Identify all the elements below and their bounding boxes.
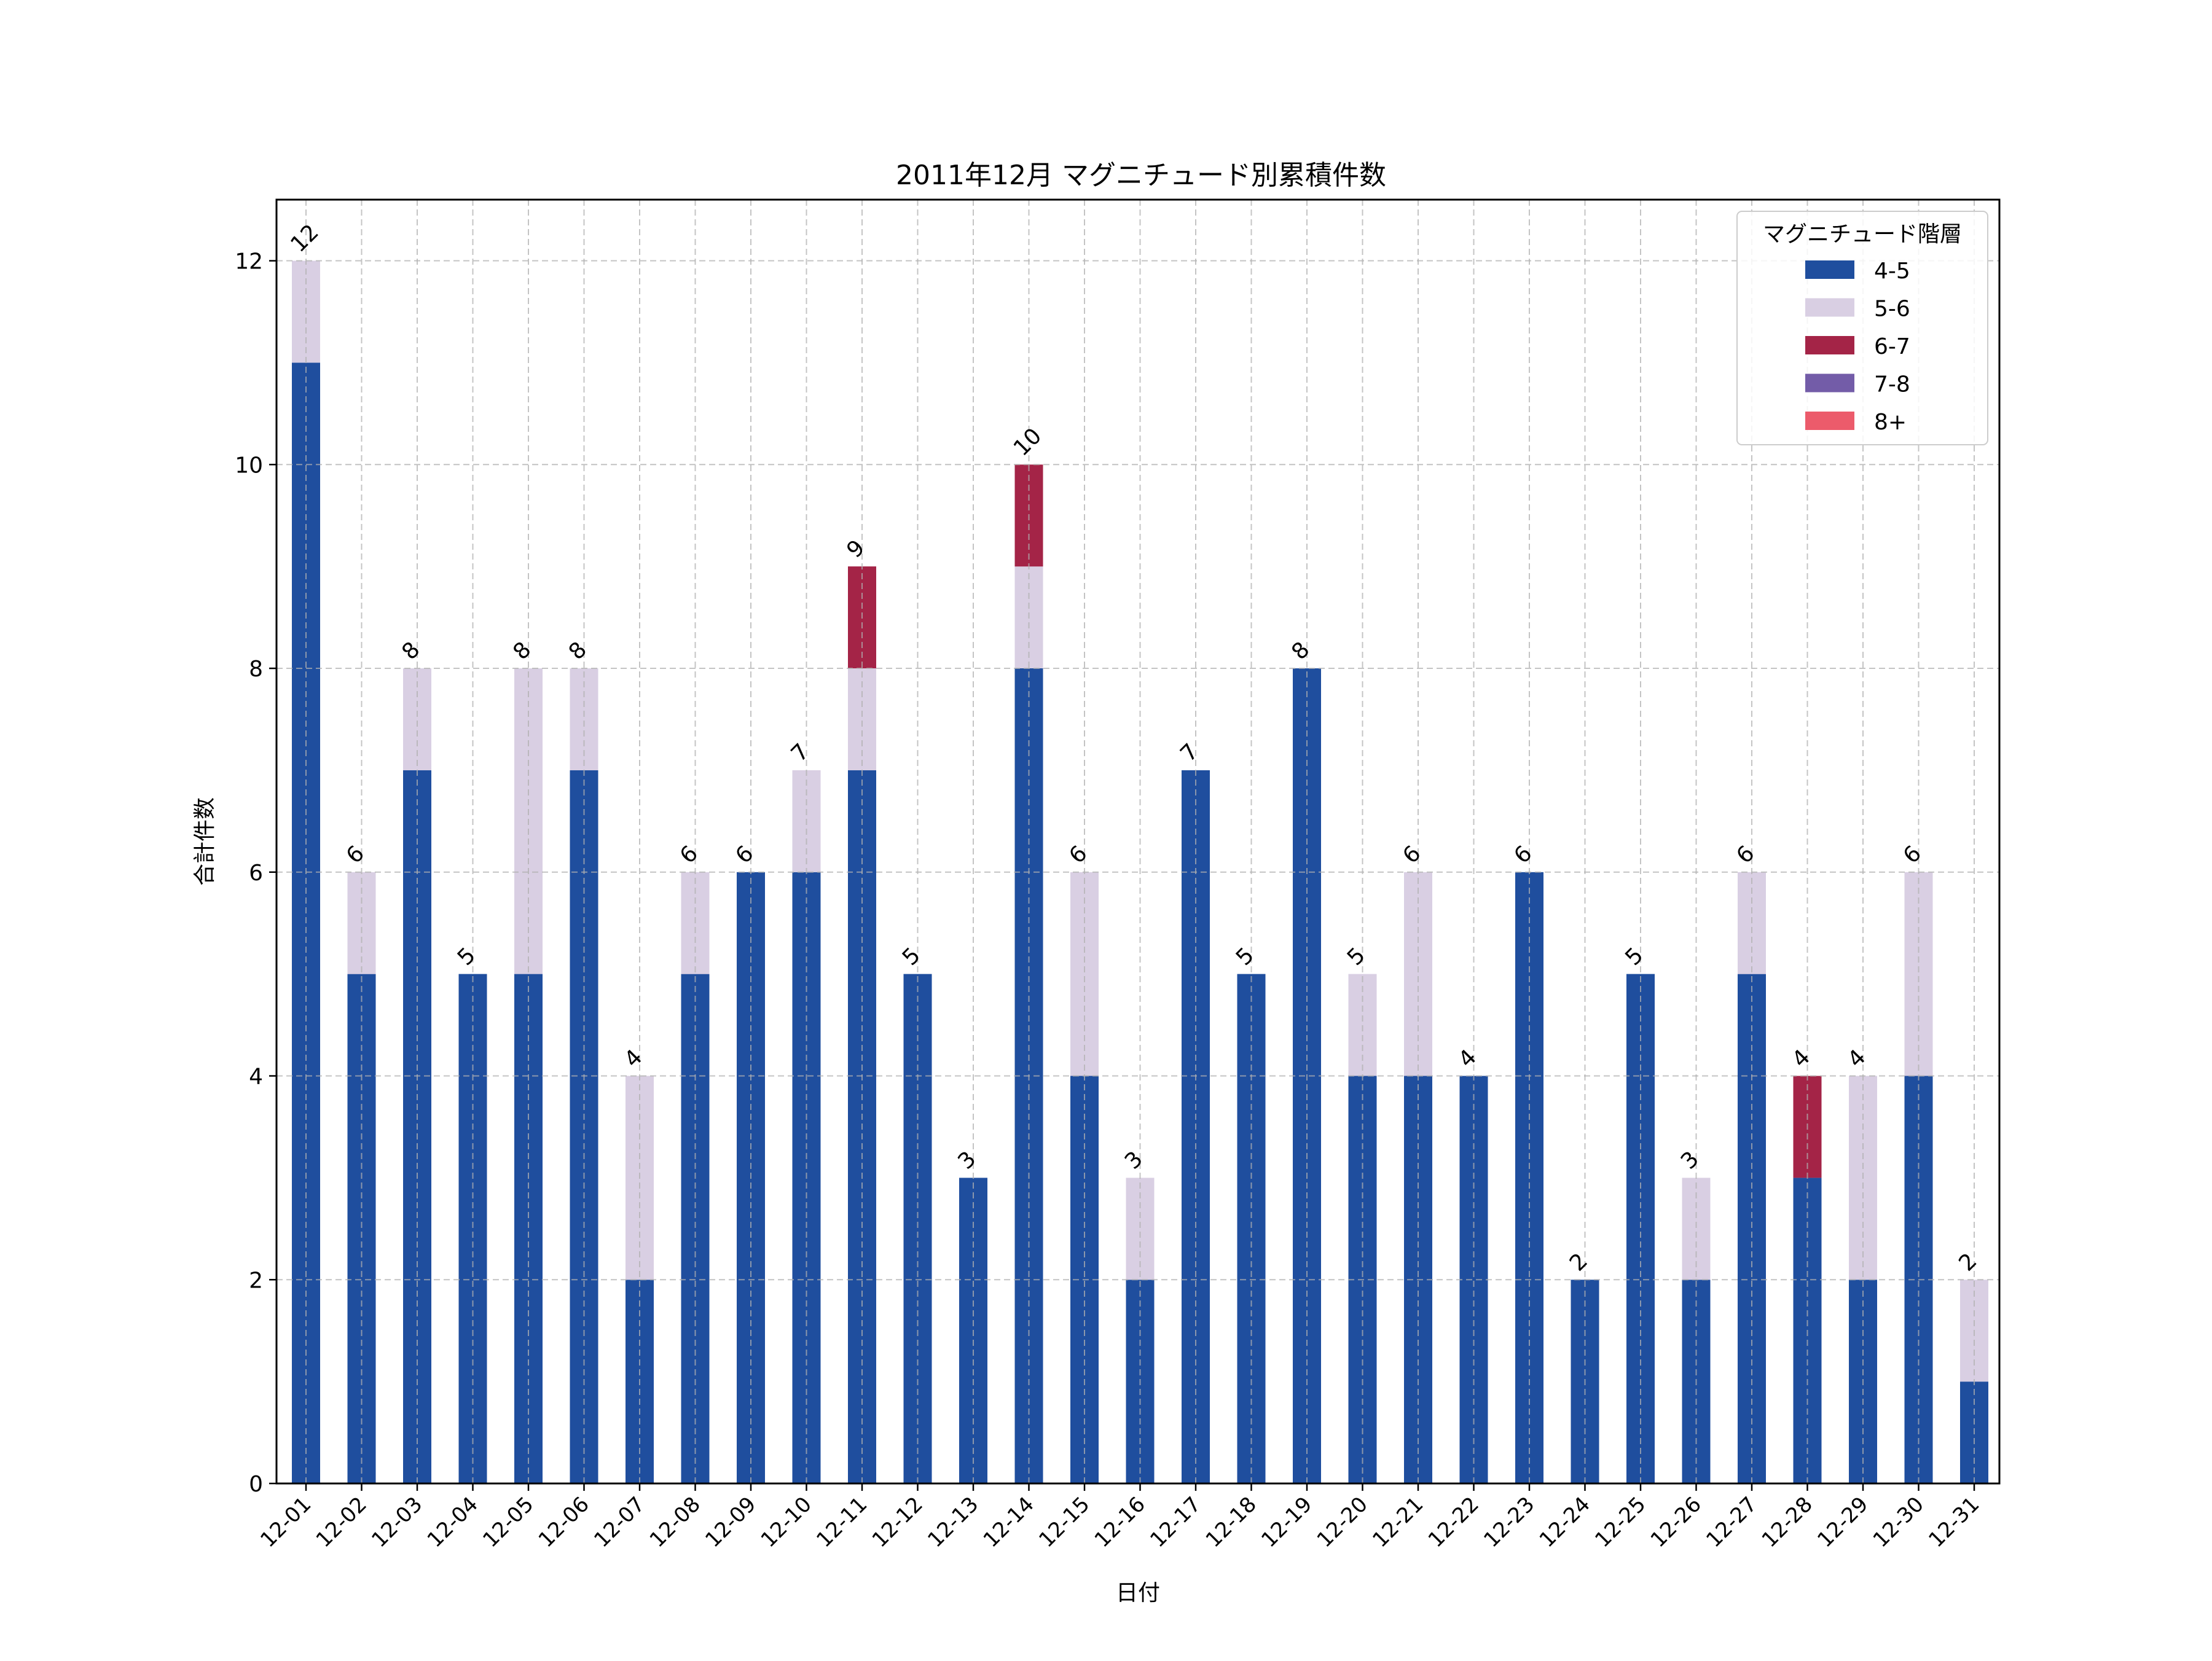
x-tick-label-12-23: 12-23	[1479, 1492, 1539, 1552]
total-label-12-04: 5	[453, 943, 480, 971]
total-label-12-19: 8	[1287, 637, 1314, 665]
total-label-12-27: 6	[1732, 841, 1759, 869]
x-tick-label-12-22: 12-22	[1424, 1492, 1484, 1552]
x-tick-label-12-19: 12-19	[1257, 1492, 1317, 1552]
legend-box	[1736, 211, 1988, 445]
legend-swatch-4	[1805, 412, 1854, 430]
y-tick-label-1: 2	[249, 1268, 263, 1293]
bar-12-30-series-1	[1904, 872, 1933, 1076]
x-axis: 12-0112-0212-0312-0412-0512-0612-0712-08…	[256, 1483, 1984, 1552]
total-label-12-10: 7	[786, 739, 814, 767]
total-label-12-07: 4	[619, 1045, 647, 1073]
x-tick-label-12-08: 12-08	[645, 1492, 705, 1552]
total-label-12-26: 3	[1676, 1147, 1704, 1174]
x-tick-label-12-17: 12-17	[1145, 1492, 1206, 1552]
total-label-12-08: 6	[675, 841, 703, 869]
y-tick-label-2: 4	[249, 1065, 263, 1090]
legend-swatch-1	[1805, 298, 1854, 317]
x-tick-label-12-02: 12-02	[312, 1492, 372, 1552]
x-tick-label-12-30: 12-30	[1869, 1492, 1929, 1552]
total-label-12-17: 7	[1175, 739, 1203, 767]
x-tick-label-12-11: 12-11	[812, 1492, 872, 1552]
legend-label-2: 6-7	[1874, 334, 1910, 359]
total-label-12-21: 6	[1398, 841, 1426, 869]
total-label-12-24: 2	[1565, 1248, 1593, 1276]
total-label-12-12: 5	[898, 943, 925, 971]
x-tick-label-12-14: 12-14	[979, 1492, 1039, 1552]
total-label-12-13: 3	[953, 1147, 981, 1174]
x-tick-label-12-09: 12-09	[700, 1492, 761, 1552]
total-label-12-15: 6	[1064, 841, 1092, 869]
x-axis-label: 日付	[1116, 1581, 1160, 1606]
total-label-12-30: 6	[1899, 841, 1926, 869]
chart-title: 2011年12月 マグニチュード別累積件数	[896, 160, 1386, 191]
x-tick-label-12-21: 12-21	[1368, 1492, 1428, 1552]
y-tick-label-6: 12	[235, 249, 263, 275]
total-label-12-02: 6	[342, 841, 369, 869]
total-label-12-31: 2	[1954, 1248, 1982, 1276]
x-tick-label-12-24: 12-24	[1535, 1492, 1595, 1552]
x-tick-label-12-05: 12-05	[478, 1492, 538, 1552]
total-label-12-09: 6	[731, 841, 758, 869]
total-label-12-16: 3	[1120, 1147, 1148, 1174]
x-tick-label-12-12: 12-12	[868, 1492, 928, 1552]
x-tick-label-12-27: 12-27	[1701, 1492, 1762, 1552]
total-label-12-29: 4	[1843, 1045, 1870, 1073]
total-label-12-05: 8	[508, 637, 536, 665]
x-tick-label-12-31: 12-31	[1924, 1492, 1984, 1552]
plot-frame	[275, 198, 2001, 1485]
y-tick-label-4: 8	[249, 657, 263, 682]
legend-label-0: 4-5	[1874, 259, 1910, 284]
legend-label-1: 5-6	[1874, 297, 1910, 322]
legend: マグニチュード階層 4-5 5-6 6-7 7-8 8+	[1736, 211, 1988, 445]
legend-title: マグニチュード階層	[1763, 222, 1962, 247]
bar-12-21-series-1	[1404, 872, 1432, 1076]
legend-swatch-2	[1805, 336, 1854, 354]
y-tick-label-3: 6	[249, 861, 263, 886]
total-label-12-28: 4	[1787, 1045, 1815, 1073]
legend-swatch-3	[1805, 373, 1854, 393]
total-label-12-01: 12	[286, 220, 323, 257]
x-tick-label-12-01: 12-01	[256, 1492, 316, 1552]
x-tick-label-12-10: 12-10	[756, 1492, 817, 1552]
total-label-12-18: 5	[1231, 943, 1259, 971]
x-tick-label-12-06: 12-06	[534, 1492, 594, 1552]
x-tick-label-12-15: 12-15	[1034, 1492, 1094, 1552]
y-axis-label: 合計件数	[192, 797, 218, 886]
x-tick-label-12-20: 12-20	[1312, 1492, 1373, 1552]
x-tick-label-12-18: 12-18	[1201, 1492, 1261, 1552]
x-tick-label-12-16: 12-16	[1090, 1492, 1150, 1552]
y-axis: 0 2 4 6 8 10 12	[235, 249, 276, 1497]
bar-12-15-series-1	[1070, 872, 1099, 1076]
x-tick-label-12-03: 12-03	[367, 1492, 427, 1552]
x-tick-label-12-29: 12-29	[1813, 1492, 1873, 1552]
x-tick-label-12-07: 12-07	[589, 1492, 649, 1552]
total-label-12-03: 8	[397, 637, 425, 665]
total-label-12-20: 5	[1343, 943, 1370, 971]
legend-label-4: 8+	[1874, 410, 1907, 435]
total-label-12-11: 9	[842, 535, 869, 563]
total-label-12-06: 8	[564, 637, 592, 665]
x-tick-label-12-28: 12-28	[1757, 1492, 1818, 1552]
legend-label-3: 7-8	[1874, 372, 1910, 397]
legend-swatch-0	[1805, 260, 1854, 279]
total-label-12-14: 10	[1009, 423, 1046, 461]
x-tick-label-12-13: 12-13	[923, 1492, 983, 1552]
total-label-12-22: 4	[1454, 1045, 1481, 1073]
total-label-12-23: 6	[1509, 841, 1537, 869]
x-tick-label-12-26: 12-26	[1646, 1492, 1706, 1552]
x-tick-label-12-25: 12-25	[1590, 1492, 1650, 1552]
legend-items: 4-5 5-6 6-7 7-8 8+	[1805, 259, 1910, 435]
grid-layer	[276, 200, 1999, 1484]
total-label-12-25: 5	[1620, 943, 1648, 971]
y-tick-label-0: 0	[249, 1472, 263, 1497]
x-tick-label-12-04: 12-04	[423, 1492, 483, 1552]
y-tick-label-5: 10	[235, 453, 263, 478]
